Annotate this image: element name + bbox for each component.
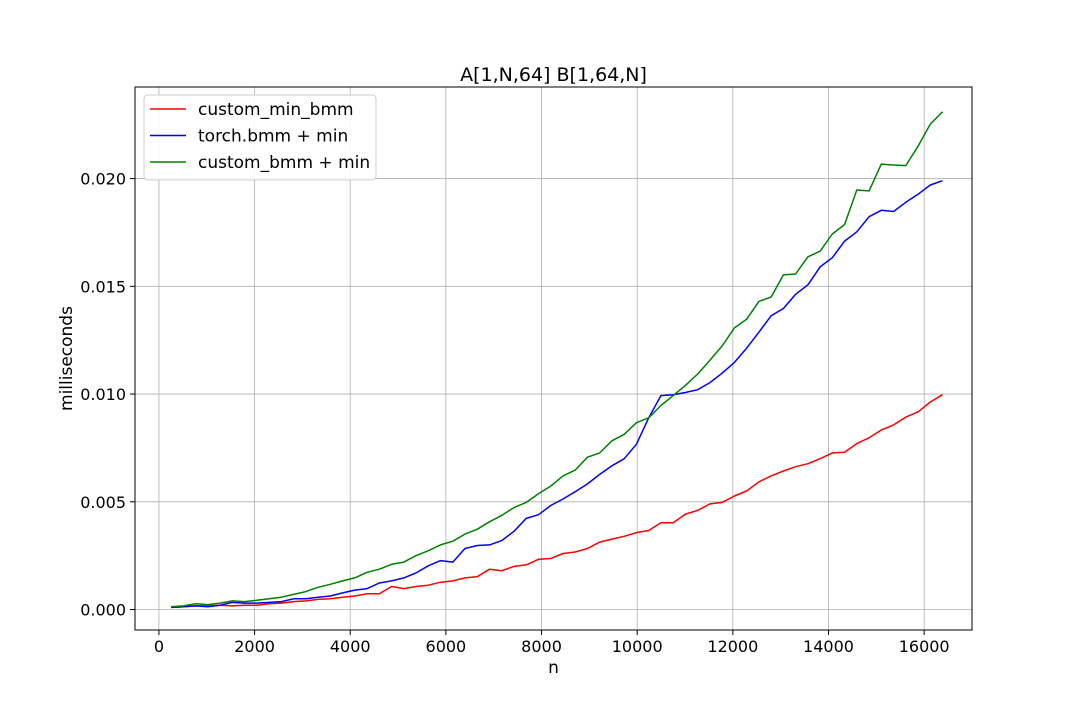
y-tick-label: 0.020 — [80, 170, 126, 189]
chart-title: A[1,N,64] B[1,64,N] — [460, 64, 647, 86]
x-tick-label: 10000 — [612, 637, 663, 656]
x-tick-label: 12000 — [707, 637, 758, 656]
y-axis-title: milliseconds — [57, 306, 77, 411]
series-lines — [171, 111, 944, 609]
series-line-custom-min-bmm — [171, 394, 943, 609]
y-tick-label: 0.005 — [80, 493, 126, 512]
legend-label: torch.bmm + min — [198, 127, 348, 147]
series-line-torch-bmm-min — [171, 179, 943, 609]
y-tick-label: 0.015 — [80, 277, 126, 296]
x-tick-label: 14000 — [803, 637, 854, 656]
x-tick-label: 8000 — [521, 637, 562, 656]
series-line-custom-bmm-min — [171, 111, 944, 608]
y-tick-label: 0.000 — [80, 601, 126, 620]
x-tick-label: 2000 — [234, 637, 275, 656]
legend-label: custom_bmm + min — [198, 153, 370, 173]
x-tick-label: 16000 — [899, 637, 950, 656]
x-axis-title: n — [548, 658, 559, 678]
y-tick-label: 0.010 — [80, 385, 126, 404]
legend: custom_min_bmm torch.bmm + min custom_bmm … — [143, 94, 377, 181]
legend-box — [143, 94, 377, 181]
axis-ticks: 0 2000 4000 6000 8000 10000 12000 14000 16000 0.0… — [80, 170, 949, 656]
x-tick-label: 0 — [154, 637, 164, 656]
legend-label: custom_min_bmm — [198, 100, 354, 120]
plot-area-frame — [134, 86, 973, 631]
x-tick-label: 4000 — [330, 637, 371, 656]
x-tick-label: 6000 — [426, 637, 467, 656]
